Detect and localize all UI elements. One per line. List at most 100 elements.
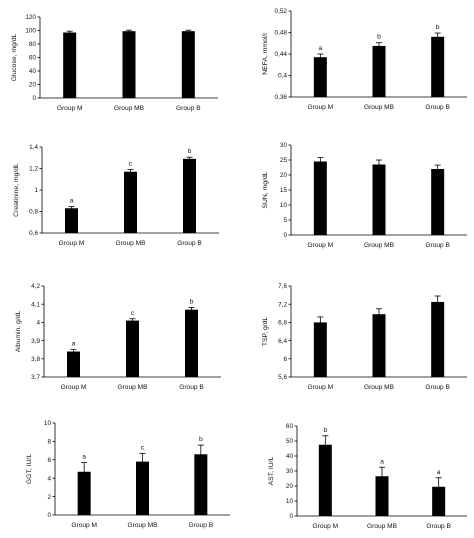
bar-group-b [185,309,198,377]
chart-panel-3: 0,6 0,8 1 1,2 1,4 Creatinine, mg/dL a Group M c G… [13,144,219,247]
y-tick-label: 2 [47,494,51,501]
bar-group-mb [124,171,137,233]
y-tick-label: 7,6 [278,283,287,290]
x-category-label: Group M [61,384,87,391]
x-category-label: Group MB [364,104,395,111]
y-tick-label: 40 [286,453,294,460]
bar-group-b [194,454,208,515]
y-tick-label: 8 [47,439,51,446]
bar-group-mb [122,31,136,98]
y-tick-label: 120 [25,14,36,21]
y-tick-label: 0,8 [29,209,38,216]
y-axis-title: Creatinine, mg/dL [13,163,20,217]
significance-letter: b [436,24,440,31]
significance-letter: c [129,161,133,168]
x-category-label: Group B [425,242,450,249]
y-tick-label: 0,4 [278,73,287,80]
x-category-label: Group B [179,384,204,391]
y-tick-label: 5,6 [278,374,287,381]
y-tick-label: 6 [283,356,287,363]
bar-group-m [318,444,332,516]
chart-panel-5: 3,7 3,8 3,9 4 4,1 4,2 Albumin, g/dL a Group M c Gr… [15,283,221,391]
y-tick-label: 0 [283,232,287,239]
y-tick-label: 10 [280,202,288,209]
x-category-label: Group MB [364,384,395,391]
y-tick-label: 0,48 [275,30,288,37]
y-tick-label: 7,2 [278,301,287,308]
y-tick-label: 6 [47,457,51,464]
y-tick-label: 15 [280,187,288,194]
significance-letter: b [199,436,203,443]
y-tick-label: 30 [280,142,288,149]
significance-letter: a [318,45,322,52]
chart-panel-4: 0 5 10 15 20 25 30 SUN, mg/dL Group M Group MB Gro… [262,142,467,249]
x-category-label: Group B [177,240,202,247]
bar-group-mb [372,164,386,235]
bar-group-mb [126,320,139,377]
y-tick-label: 40 [29,68,37,75]
y-tick-label: 20 [286,483,294,490]
chart-panel-7: 0 2 4 6 8 10 GGT, IU/L a Group M c Group MB b Group … [26,420,230,529]
bar-group-m [67,351,80,377]
y-axis-title: GGT, IU/L [26,454,33,484]
y-tick-label: 6,4 [278,338,287,345]
y-tick-label: 0 [32,95,36,102]
significance-letter: a [82,454,86,461]
x-category-label: Group B [189,522,214,529]
significance-letter: b [190,298,194,305]
y-tick-label: 20 [29,82,37,89]
y-tick-label: 100 [25,28,36,35]
y-tick-label: 10 [286,498,294,505]
y-tick-label: 6,8 [278,320,287,327]
y-tick-label: 30 [286,468,294,475]
significance-letter: b [323,427,327,434]
bar-group-b [431,301,445,377]
significance-letter: a [380,458,384,465]
x-category-label: Group M [308,384,334,391]
bar-group-b [181,31,195,98]
bar-group-mb [372,45,386,97]
y-tick-label: 60 [286,423,294,430]
y-axis-title: AST, IU/L [268,456,275,485]
y-tick-label: 5 [283,217,287,224]
y-tick-label: 0,36 [275,94,288,101]
x-category-label: Group M [308,242,334,249]
x-category-label: Group B [176,105,201,112]
bar-group-mb [136,461,149,515]
y-axis-title: NEFA, mmol/l [262,33,269,75]
chart-panel-8: 0 10 20 30 40 50 60 AST, IU/L b Group M a Group MB a… [268,423,467,530]
x-category-label: Group M [308,104,334,111]
chart-panel-6: 5,6 6 6,4 6,8 7,2 7,6 TSP, g/dL Group M Group MB… [262,283,467,391]
bar-group-m [65,208,78,233]
y-tick-label: 4,1 [31,301,40,308]
y-tick-label: 20 [280,172,288,179]
y-tick-label: 0 [47,512,51,519]
x-category-label: Group MB [114,105,145,112]
x-category-label: Group MB [367,523,398,530]
bar-group-m [313,322,327,377]
x-category-label: Group MB [127,522,158,529]
y-axis-title: TSP, g/dL [262,317,269,347]
y-tick-label: 1 [34,187,38,194]
bar-group-m [313,57,327,97]
y-axis-title: Albumin, g/dL [15,311,22,353]
y-tick-label: 3,9 [31,338,40,345]
y-tick-label: 3,7 [31,374,40,381]
y-tick-label: 80 [29,41,37,48]
y-axis-title: SUN, mg/dL [262,171,269,208]
bar-group-m [63,32,77,98]
y-tick-label: 0 [289,513,293,520]
x-category-label: Group B [425,104,450,111]
bar-group-b [431,169,445,235]
y-tick-label: 1,4 [29,144,38,151]
y-axis-title: Glucose, mg/dL [11,33,18,81]
bar-group-b [432,486,446,516]
significance-letter: a [72,340,76,347]
x-category-label: Group MB [364,242,395,249]
y-tick-label: 0,52 [275,8,288,15]
y-tick-label: 4 [47,475,51,482]
y-tick-label: 50 [286,438,294,445]
y-tick-label: 60 [29,55,37,62]
significance-letter: a [437,469,441,476]
